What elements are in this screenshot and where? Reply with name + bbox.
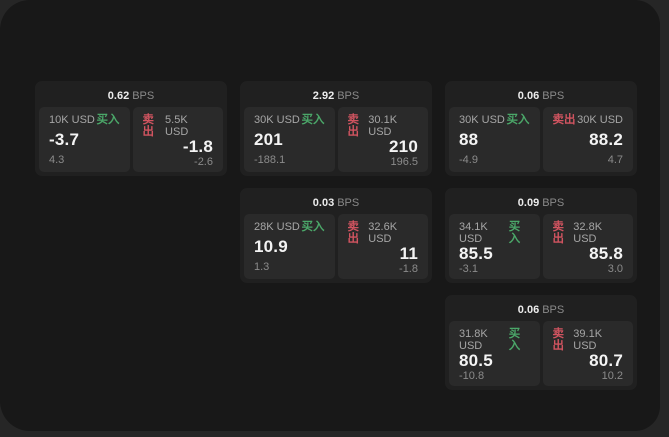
sell-panel[interactable]: 卖出 39.1K USD 80.7 10.2 — [542, 321, 633, 386]
buy-price: -3.7 — [49, 130, 80, 149]
bps-unit-label: BPS — [542, 90, 565, 102]
buy-price: 80.5 — [459, 351, 493, 370]
sell-size-label: 5.5K USD — [165, 114, 189, 138]
buy-panel[interactable]: 28K USD 买入 10.9 1.3 — [244, 214, 335, 279]
price-panels: 30K USD 买入 88 -4.9 卖出 30K USD 88.2 4.7 — [449, 107, 633, 172]
sell-panel[interactable]: 卖出 32.8K USD 85.8 3.0 — [542, 214, 633, 279]
bps-value: 0.06 — [517, 90, 540, 102]
buy-size-label: 30K USD — [459, 114, 505, 126]
sell-size-label: 39.1K USD — [573, 328, 603, 352]
quote-card: 0.09 BPS 34.1K USD 买入 85.5 -3.1 卖出 32.8K … — [445, 188, 637, 283]
bps-header: 0.06 BPS — [449, 85, 633, 107]
price-panels: 30K USD 买入 201 -188.1 卖出 30.1K USD 210 1… — [244, 107, 428, 172]
quote-card: 2.92 BPS 30K USD 买入 201 -188.1 卖出 30.1K U… — [240, 81, 432, 176]
sell-panel[interactable]: 卖出 32.6K USD 11 -1.8 — [337, 214, 428, 279]
buy-size-label: 31.8K USD — [459, 328, 488, 352]
sell-side-label: 卖出 — [347, 221, 360, 245]
sell-change: -2.6 — [194, 156, 213, 168]
price-panels: 10K USD 买入 -3.7 4.3 卖出 5.5K USD -1.8 -2.… — [39, 107, 223, 172]
app-window: 0.62 BPS 10K USD 买入 -3.7 4.3 卖出 5.5K USD … — [0, 0, 660, 431]
sell-change: 4.7 — [607, 154, 623, 166]
bps-value: 0.03 — [312, 197, 335, 209]
sell-price: 80.7 — [589, 351, 623, 370]
sell-change: 196.5 — [390, 156, 418, 168]
price-panels: 31.8K USD 买入 80.5 -10.8 卖出 39.1K USD 80.… — [449, 321, 633, 386]
buy-price: 201 — [254, 130, 283, 149]
price-panels: 28K USD 买入 10.9 1.3 卖出 32.6K USD 11 -1.8 — [244, 214, 428, 279]
sell-size-label: 32.6K USD — [368, 221, 398, 245]
bps-unit-label: BPS — [337, 90, 360, 102]
buy-side-label: 买入 — [301, 221, 325, 233]
quote-card: 0.06 BPS 31.8K USD 买入 80.5 -10.8 卖出 39.1K… — [445, 295, 637, 390]
sell-price: 88.2 — [589, 130, 623, 149]
sell-price: 210 — [389, 137, 418, 156]
buy-side-label: 买入 — [508, 328, 521, 352]
bps-value: 0.62 — [107, 90, 130, 102]
buy-panel[interactable]: 34.1K USD 买入 85.5 -3.1 — [449, 214, 540, 279]
buy-side-label: 买入 — [508, 221, 521, 245]
buy-side-label: 买入 — [96, 114, 120, 126]
bps-header: 0.62 BPS — [39, 85, 223, 107]
sell-change: 10.2 — [601, 370, 623, 382]
sell-side-label: 卖出 — [142, 114, 155, 138]
buy-size-label: 28K USD — [254, 221, 300, 233]
sell-size-label: 30.1K USD — [368, 114, 398, 138]
bps-header: 0.06 BPS — [449, 299, 633, 321]
buy-size-label: 30K USD — [254, 114, 300, 126]
buy-change: -4.9 — [459, 154, 478, 166]
bps-header: 2.92 BPS — [244, 85, 428, 107]
buy-change: 4.3 — [49, 154, 65, 166]
buy-side-label: 买入 — [301, 114, 325, 126]
bps-value: 0.06 — [517, 304, 540, 316]
buy-panel[interactable]: 30K USD 买入 201 -188.1 — [244, 107, 335, 172]
bps-value: 2.92 — [312, 90, 335, 102]
sell-side-label: 卖出 — [347, 114, 360, 138]
buy-panel[interactable]: 10K USD 买入 -3.7 4.3 — [39, 107, 130, 172]
quote-card: 0.03 BPS 28K USD 买入 10.9 1.3 卖出 32.6K USD… — [240, 188, 432, 283]
bps-value: 0.09 — [517, 197, 540, 209]
quote-card: 0.06 BPS 30K USD 买入 88 -4.9 卖出 30K USD 88… — [445, 81, 637, 176]
buy-change: 1.3 — [254, 261, 270, 273]
buy-size-label: 34.1K USD — [459, 221, 488, 245]
sell-change: -1.8 — [399, 263, 418, 275]
buy-panel[interactable]: 30K USD 买入 88 -4.9 — [449, 107, 540, 172]
quote-card: 0.62 BPS 10K USD 买入 -3.7 4.3 卖出 5.5K USD … — [35, 81, 227, 176]
bps-unit-label: BPS — [542, 304, 565, 316]
bps-unit-label: BPS — [542, 197, 565, 209]
sell-price: 85.8 — [589, 244, 623, 263]
sell-size-label: 32.8K USD — [573, 221, 603, 245]
sell-panel[interactable]: 卖出 30K USD 88.2 4.7 — [542, 107, 633, 172]
buy-change: -3.1 — [459, 263, 478, 275]
bps-header: 0.09 BPS — [449, 192, 633, 214]
buy-change: -188.1 — [254, 154, 286, 166]
price-panels: 34.1K USD 买入 85.5 -3.1 卖出 32.8K USD 85.8… — [449, 214, 633, 279]
sell-change: 3.0 — [607, 263, 623, 275]
buy-change: -10.8 — [459, 370, 485, 382]
sell-side-label: 卖出 — [552, 114, 576, 126]
buy-size-label: 10K USD — [49, 114, 95, 126]
buy-price: 85.5 — [459, 244, 493, 263]
sell-panel[interactable]: 卖出 30.1K USD 210 196.5 — [337, 107, 428, 172]
buy-side-label: 买入 — [506, 114, 530, 126]
bps-unit-label: BPS — [132, 90, 155, 102]
sell-side-label: 卖出 — [552, 328, 565, 352]
sell-panel[interactable]: 卖出 5.5K USD -1.8 -2.6 — [132, 107, 223, 172]
bps-header: 0.03 BPS — [244, 192, 428, 214]
buy-price: 10.9 — [254, 237, 288, 256]
sell-size-label: 30K USD — [577, 114, 623, 126]
bps-unit-label: BPS — [337, 197, 360, 209]
sell-price: 11 — [399, 244, 418, 263]
sell-side-label: 卖出 — [552, 221, 565, 245]
sell-price: -1.8 — [182, 137, 213, 156]
buy-price: 88 — [459, 130, 479, 149]
buy-panel[interactable]: 31.8K USD 买入 80.5 -10.8 — [449, 321, 540, 386]
